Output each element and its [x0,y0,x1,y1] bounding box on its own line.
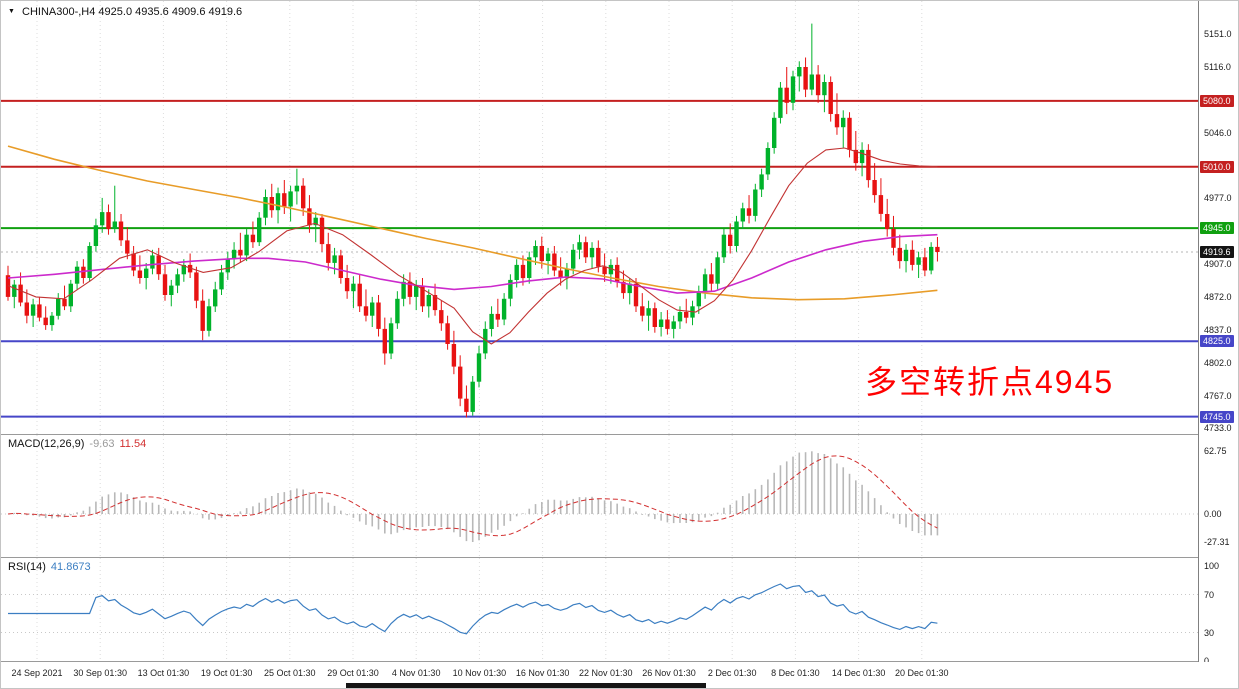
collapse-icon[interactable]: ▼ [8,8,15,15]
time-label: 10 Nov 01:30 [452,668,507,678]
macd-label: MACD(12,26,9) -9.63 11.54 [8,438,146,450]
rsi-chart [1,558,1198,661]
symbol-timeframe-label: CHINA300-,H4 [22,6,96,18]
pane-separator[interactable] [1,557,1238,558]
level-badge-4945: 4945.0 [1200,222,1234,235]
rsi-value: 41.8673 [50,561,91,573]
rsi-pane[interactable]: RSI(14) 41.8673 [1,558,1198,661]
macd-tick-label: -27.31 [1204,537,1230,547]
price-tick-label: 4733.0 [1204,422,1232,433]
time-label: 16 Nov 01:30 [515,668,570,678]
macd-tick-label: 62.75 [1204,446,1227,457]
macd-tick-label: 0.00 [1204,509,1222,519]
time-label: 22 Nov 01:30 [579,668,633,678]
level-badge-5010: 5010.0 [1200,160,1234,173]
time-label: 30 Sep 01:30 [73,668,127,678]
time-label: 25 Oct 01:30 [264,668,316,678]
time-label: 14 Dec 01:30 [831,668,886,678]
ohlc-values: 4925.0 4935.6 4909.6 4919.6 [98,6,243,18]
time-label: 2 Dec 01:30 [707,668,757,678]
level-badge-4745: 4745.0 [1200,410,1234,423]
price-tick-label: 5116.0 [1204,62,1231,72]
main-chart-pane[interactable]: ▼ CHINA300-,H4 4925.0 4935.6 4909.6 4919… [1,1,1198,434]
scrollbar-thumb[interactable] [346,683,706,688]
rsi-name: RSI(14) [8,561,46,573]
pane-separator [1,661,1238,662]
chart-header: ▼ CHINA300-,H4 4925.0 4935.6 4909.6 4919… [8,6,242,18]
price-tick-label: 4837.0 [1204,324,1232,335]
rsi-tick-label: 30 [1204,627,1215,638]
rsi-label: RSI(14) 41.8673 [8,561,91,573]
annotation-text: 多空转折点4945 [865,364,1115,400]
candlestick-chart [1,1,1198,434]
time-label: 20 Dec 01:30 [895,668,949,678]
macd-pane[interactable]: MACD(12,26,9) -9.63 11.54 [1,435,1198,557]
time-label: 24 Sep 2021 [11,668,63,678]
macd-main-value: -9.63 [89,438,115,450]
price-tick-label: 4767.0 [1204,390,1232,401]
price-tick-label: 4977.0 [1204,192,1232,203]
rsi-tick-label: 0 [1204,656,1210,666]
time-label: 29 Oct 01:30 [327,668,379,678]
rsi-tick-label: 100 [1204,561,1220,571]
macd-name: MACD(12,26,9) [8,438,85,450]
current-price-badge: 4919.6 [1200,246,1234,258]
time-axis[interactable]: 24 Sep 2021 30 Sep 01:30 13 Oct 01:30 19 Oc… [1,662,1238,688]
macd-signal-value: 11.54 [119,438,147,450]
price-axis[interactable]: 5151.0 5116.0 5046.0 4977.0 4907.0 4872.0 4837… [1198,1,1238,666]
price-tick-label: 5151.0 [1204,29,1232,39]
price-tick-label: 4872.0 [1204,291,1232,302]
level-badge-5080: 5080.0 [1200,94,1234,107]
time-label: 26 Nov 01:30 [642,668,696,678]
level-badge-4825: 4825.0 [1200,335,1234,348]
time-label: 4 Nov 01:30 [391,668,441,678]
price-tick-label: 5046.0 [1204,127,1232,138]
rsi-tick-label: 70 [1204,589,1215,600]
price-tick-label: 4802.0 [1204,357,1232,368]
pane-separator[interactable] [1,434,1238,435]
macd-chart [1,435,1198,557]
time-label: 19 Oct 01:30 [200,668,253,678]
time-label: 13 Oct 01:30 [137,668,190,678]
price-tick-label: 4907.0 [1204,258,1232,269]
horizontal-scrollbar [1,682,1238,688]
time-label: 8 Dec 01:30 [771,668,820,678]
